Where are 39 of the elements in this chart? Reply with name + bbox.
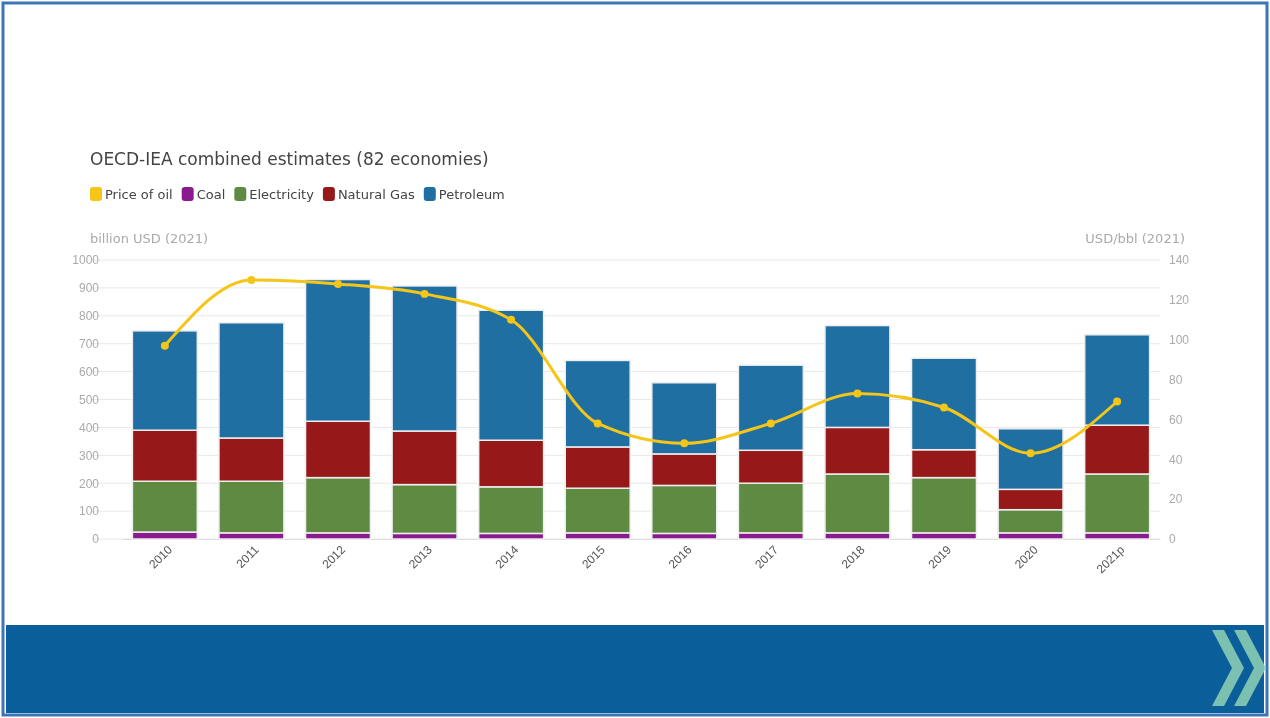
y2-tick-label: 40 <box>1169 452 1183 467</box>
y-tick-label: 1000 <box>72 253 100 268</box>
point <box>680 439 689 448</box>
y-tick-label: 200 <box>78 476 100 491</box>
point <box>766 419 775 428</box>
y-tick-label: 400 <box>78 420 100 435</box>
legend-label: Coal <box>196 187 226 202</box>
point <box>507 315 516 324</box>
legend-label: Price of oil <box>105 187 173 202</box>
point <box>160 341 169 350</box>
point <box>940 403 948 412</box>
legend-label: Electricity <box>249 187 315 202</box>
point <box>593 419 602 428</box>
y-tick-label: 0 <box>92 532 100 547</box>
y2-tick-label: 60 <box>1169 412 1183 427</box>
y-tick-label: 800 <box>78 309 100 324</box>
point <box>1113 397 1122 406</box>
y-tick-label: 900 <box>78 281 100 296</box>
y2-tick-label: 80 <box>1169 372 1183 387</box>
point <box>247 275 256 284</box>
y-tick-label: 100 <box>78 504 100 519</box>
point <box>420 289 429 298</box>
y-tick-label: 300 <box>78 448 100 463</box>
point <box>334 279 342 288</box>
y-tick-label: 600 <box>78 364 100 379</box>
legend-label: Natural Gas <box>337 187 415 202</box>
point <box>1026 449 1035 458</box>
y2-tick-label: 0 <box>1169 532 1176 547</box>
y-tick-label: 500 <box>78 392 100 407</box>
y-tick-label: 700 <box>78 337 100 352</box>
legend-label: Petroleum <box>438 187 505 202</box>
y2-tick-label: 20 <box>1169 492 1183 507</box>
y2-tick-label: 100 <box>1169 333 1190 348</box>
y2-tick-label: 120 <box>1169 293 1190 308</box>
y-axis-title: billion USD (2021) <box>90 231 209 246</box>
point <box>853 389 862 398</box>
chart-title: OECD-IEA combined estimates (82 economies) <box>90 149 489 169</box>
y2-axis-title: USD/bbl (2021) <box>1085 231 1185 246</box>
y2-tick-label: 140 <box>1169 253 1190 268</box>
